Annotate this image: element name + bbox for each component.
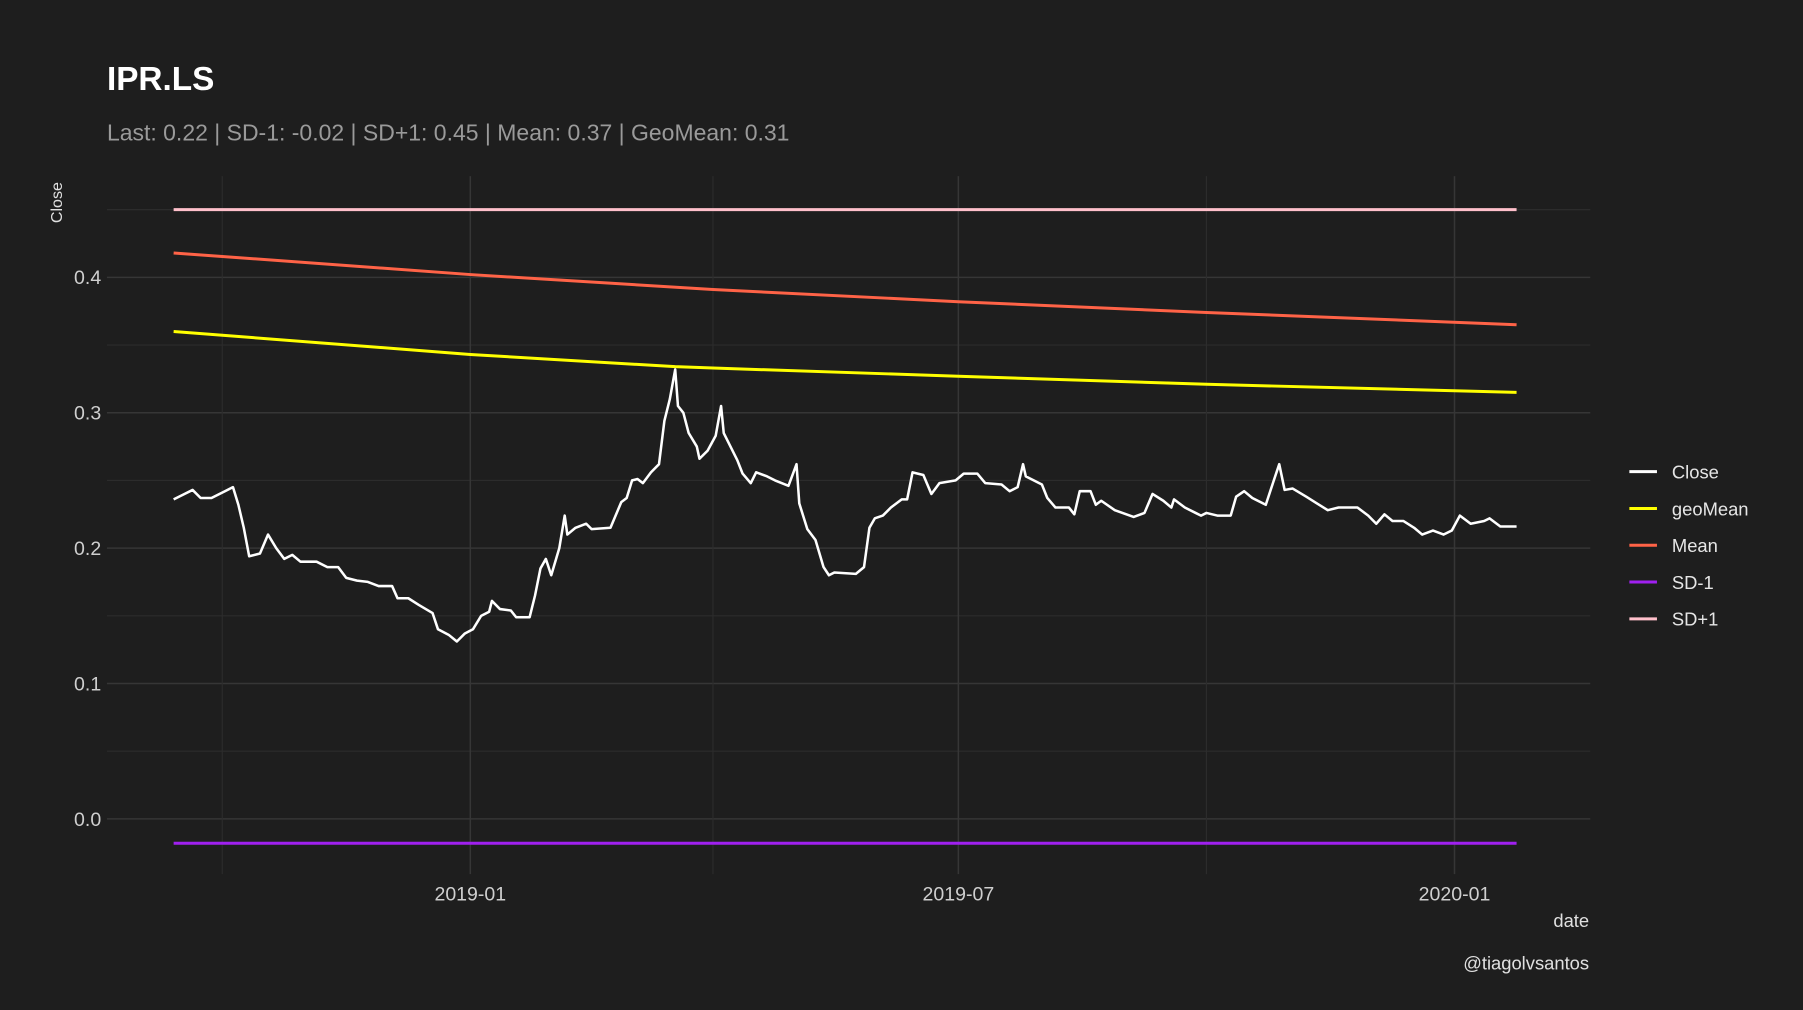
series-lines: [173, 208, 1517, 845]
x-axis-label: date: [1553, 910, 1589, 931]
gridlines: [106, 176, 1591, 875]
x-tick-label: 2019-01: [434, 884, 506, 906]
y-axis-label: Close: [48, 182, 66, 223]
series-line-close: [173, 368, 1517, 643]
legend-item: Close: [1629, 462, 1719, 483]
legend-label: Mean: [1672, 535, 1718, 556]
legend-label: SD-1: [1672, 572, 1714, 593]
chart-subtitle: Last: 0.22 | SD-1: -0.02 | SD+1: 0.45 | …: [107, 119, 790, 145]
y-tick-label: 0.4: [74, 267, 101, 289]
legend-label: SD+1: [1672, 609, 1718, 630]
x-tick-label: 2019-07: [923, 884, 995, 906]
legend-label: Close: [1672, 462, 1719, 483]
y-tick-label: 0.3: [74, 403, 101, 425]
y-tick-label: 0.1: [74, 673, 101, 695]
legend-label: geoMean: [1672, 498, 1749, 519]
y-tick-label: 0.2: [74, 538, 101, 560]
series-line-geomean: [173, 329, 1517, 394]
caption: @tiagolvsantos: [1463, 953, 1589, 974]
series-line-mean: [173, 251, 1517, 327]
x-tick-label: 2020-01: [1419, 884, 1491, 906]
chart-title: IPR.LS: [107, 61, 214, 98]
axis-ticks: 0.0 0.1 0.2 0.3 0.4 2019-01 2019-07 2020-01: [74, 267, 1490, 905]
legend-item: geoMean: [1629, 498, 1749, 519]
legend-item: SD-1: [1629, 572, 1714, 593]
y-tick-label: 0.0: [74, 809, 101, 831]
legend-item: Mean: [1629, 535, 1718, 556]
legend-item: SD+1: [1629, 609, 1718, 630]
legend: Close geoMean Mean SD-1 SD+1: [1629, 462, 1749, 630]
